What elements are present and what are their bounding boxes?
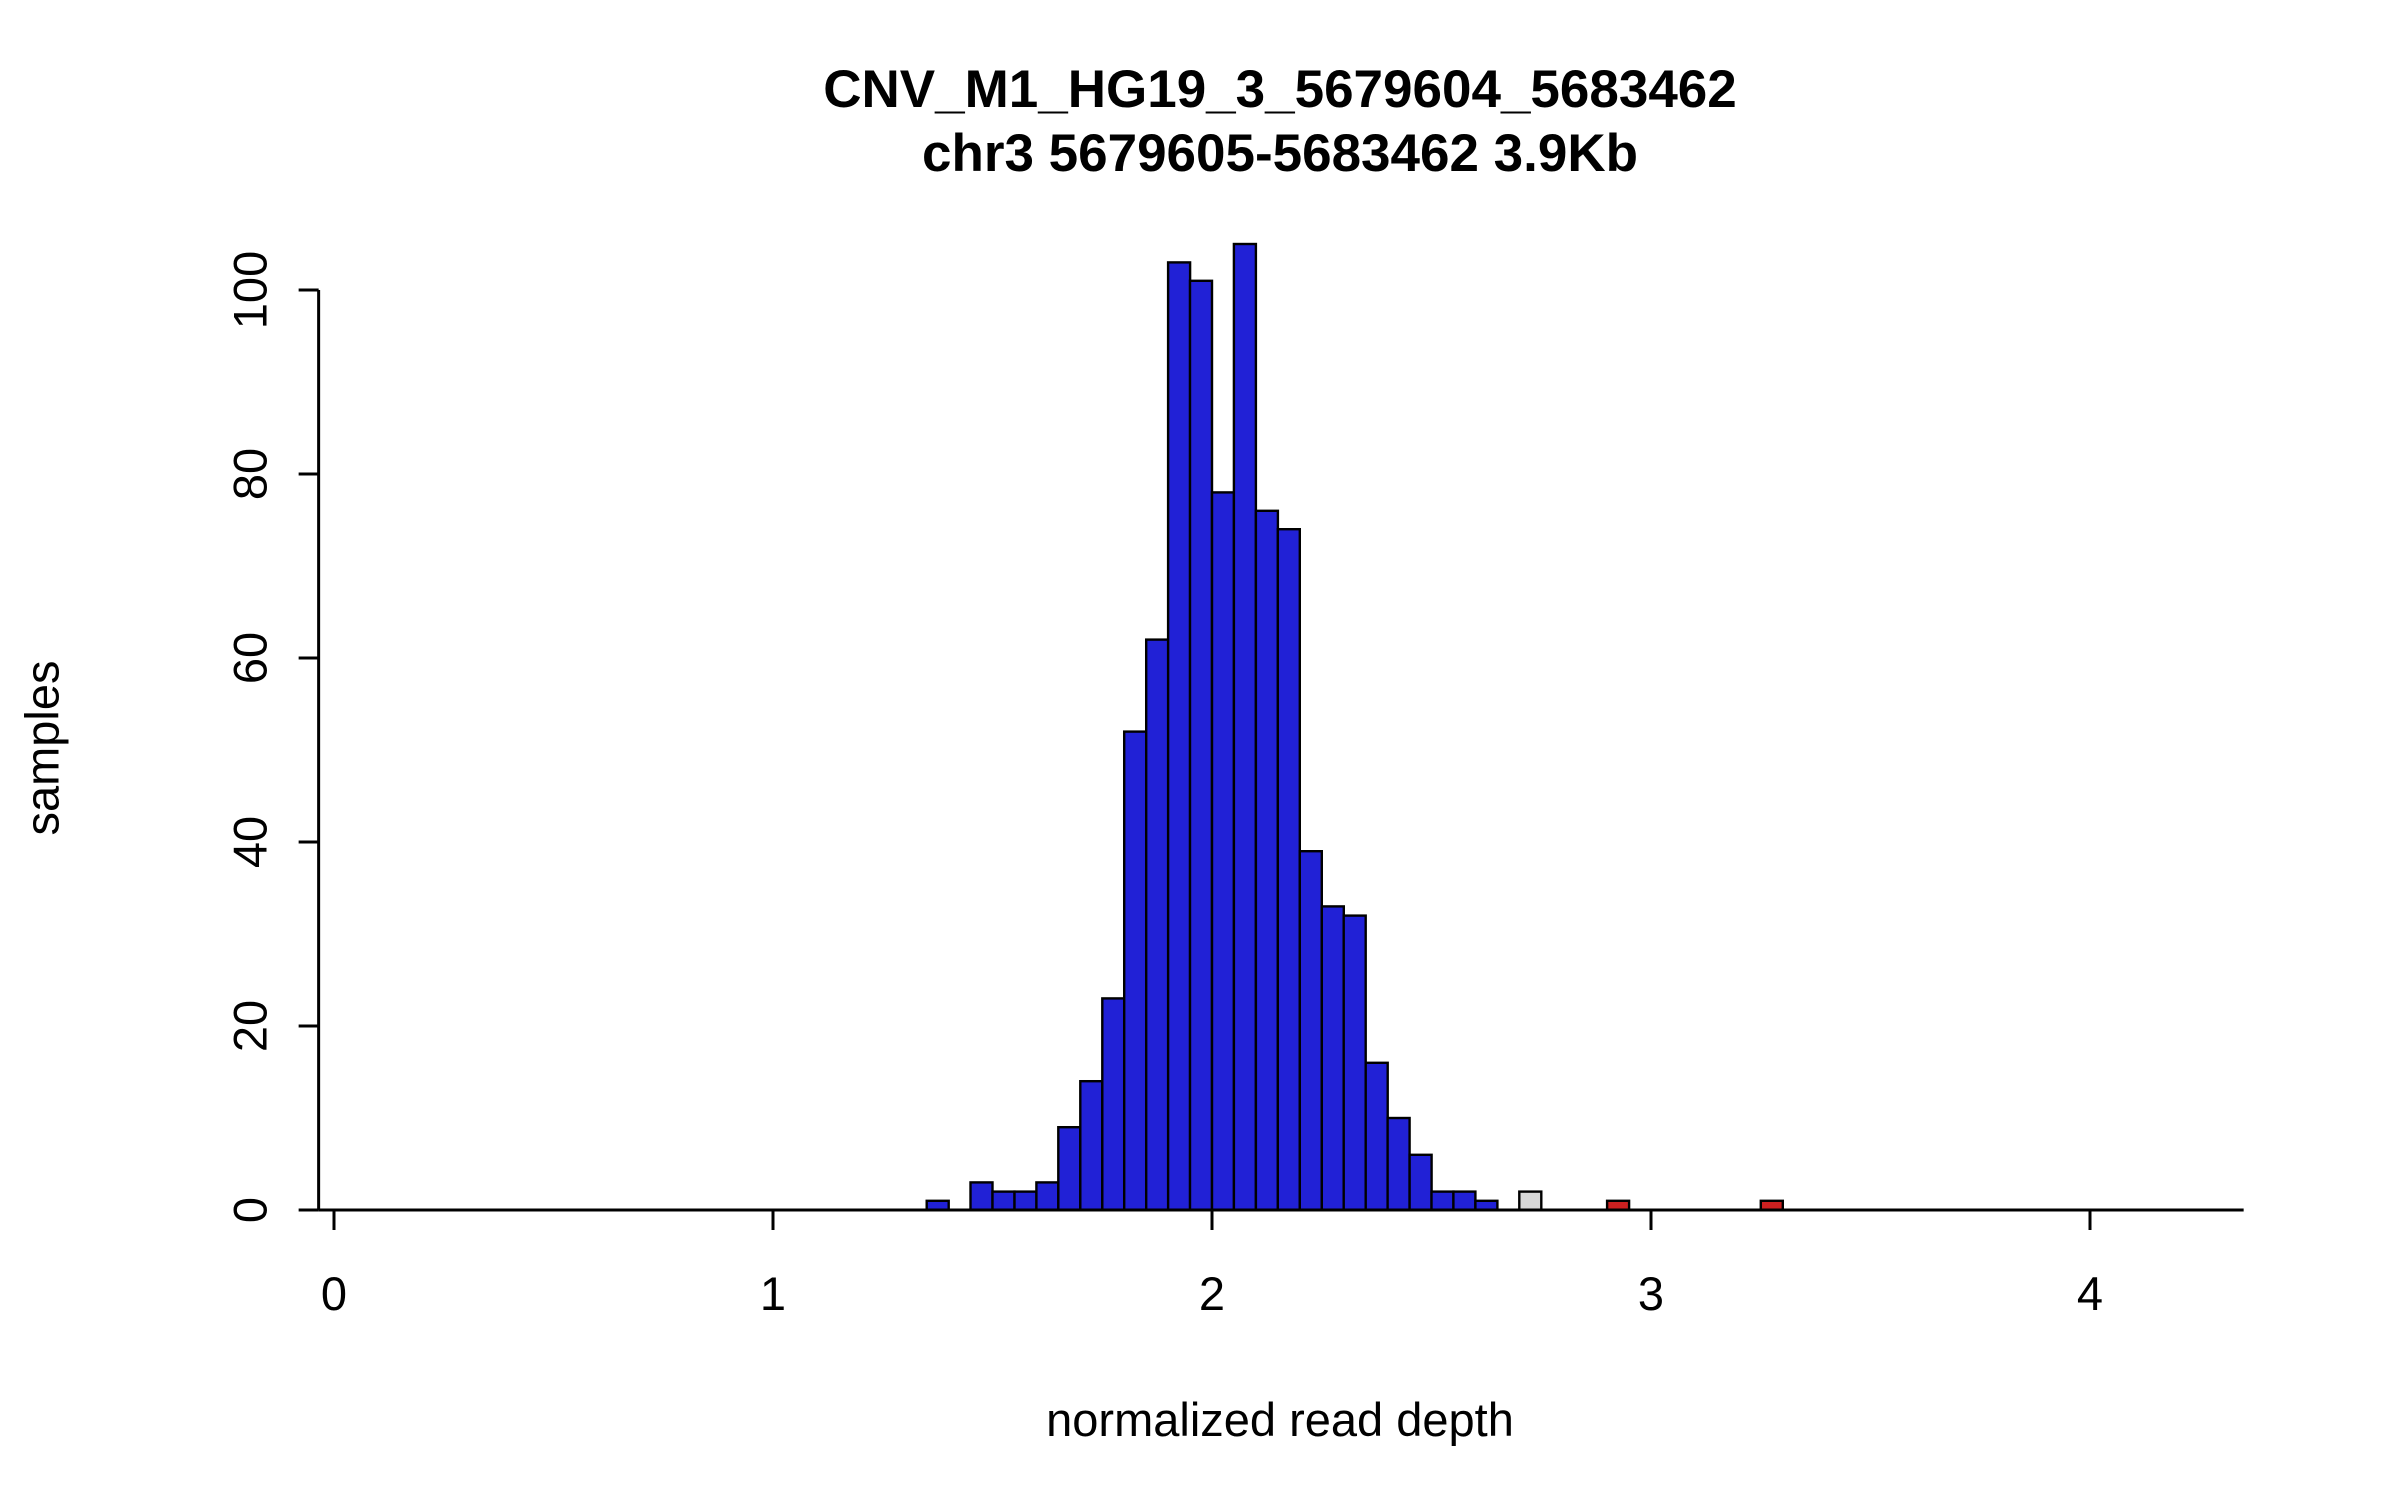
- x-tick-label: 4: [2077, 1267, 2103, 1320]
- y-tick-label: 100: [224, 251, 277, 329]
- histogram-bar: [1057, 1125, 1082, 1212]
- histogram-bar: [1320, 905, 1346, 1212]
- histogram-bar: [991, 1190, 1016, 1212]
- histogram-bar: [1166, 261, 1192, 1212]
- histogram-bar: [1122, 730, 1148, 1212]
- histogram-bar: [1452, 1190, 1477, 1212]
- histogram-bar: [1298, 850, 1324, 1212]
- y-tick-label: 0: [224, 1197, 277, 1223]
- histogram-bar: [1101, 997, 1126, 1212]
- histogram-bar: [1035, 1181, 1060, 1212]
- x-tick-label: 1: [760, 1267, 786, 1320]
- histogram-bar: [1430, 1190, 1455, 1212]
- histogram-bar: [1079, 1079, 1104, 1212]
- chart-title-line2: chr3 5679605-5683462 3.9Kb: [921, 124, 1639, 183]
- y-tick-label: 20: [224, 1000, 277, 1052]
- histogram-bar: [1276, 528, 1302, 1212]
- y-tick-label: 60: [224, 632, 277, 684]
- x-tick-label: 2: [1199, 1267, 1225, 1320]
- histogram-bar: [1254, 509, 1280, 1212]
- histogram-bar: [1013, 1190, 1038, 1212]
- x-axis-label: normalized read depth: [1046, 1393, 1514, 1446]
- x-tick-label: 0: [321, 1267, 347, 1320]
- histogram-bar: [1364, 1061, 1389, 1212]
- histogram-bar: [1144, 638, 1170, 1212]
- histogram-bar: [1342, 914, 1367, 1212]
- histogram-bar: [1518, 1190, 1543, 1212]
- x-tick-label: 3: [1638, 1267, 1664, 1320]
- histogram-bar: [1210, 491, 1236, 1212]
- histogram-bar: [1408, 1153, 1433, 1212]
- y-tick-label: 80: [224, 448, 277, 500]
- histogram-bar: [969, 1181, 994, 1212]
- chart-title-line1: CNV_M1_HG19_3_5679604_5683462: [823, 60, 1737, 119]
- histogram-bar: [1188, 279, 1214, 1212]
- histogram-bar: [1386, 1116, 1411, 1212]
- histogram-bar: [1232, 242, 1258, 1212]
- chart-title: CNV_M1_HG19_3_5679604_5683462 chr3 56796…: [320, 58, 2240, 186]
- y-tick-label: 40: [224, 816, 277, 868]
